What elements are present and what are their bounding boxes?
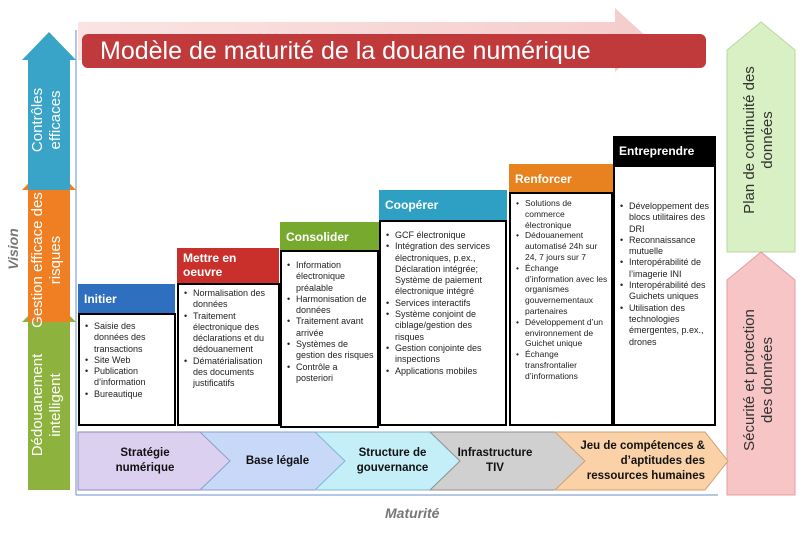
left-arrow-label-1: Dédouanement intelligent: [29, 353, 64, 457]
chevron-5: [553, 431, 729, 491]
list-item: Traitement avant arrivée: [286, 316, 374, 339]
list-item: Applications mobiles: [385, 366, 502, 378]
stage-header-entreprendre: Entreprendre: [613, 136, 716, 166]
left-arrow-label-2: Gestion efficace des risques: [29, 192, 64, 328]
foundation-competences: Jeu de compétences & d’aptitudes des res…: [580, 439, 705, 482]
list-item: Traitement électronique des déclarations…: [183, 311, 275, 356]
list-item: Dédouanement automatisé 24h sur 24, 7 jo…: [515, 230, 608, 262]
vision-label: Vision: [5, 228, 21, 270]
right-arrow-label-1: Plan de continuité des données: [741, 66, 776, 214]
right-arrow-label-2: Sécurité et protection des données: [741, 309, 776, 451]
list-item: Bureautique: [84, 389, 171, 401]
stage-header-renforcer: Renforcer: [509, 164, 613, 193]
right-arrow-pink: [726, 251, 796, 496]
left-arrow-orange: [22, 162, 76, 322]
left-arrow-green: [22, 295, 76, 490]
list-item: Système conjoint de ciblage/gestion des …: [385, 309, 502, 343]
title-banner: Modèle de maturité de la douane numériqu…: [82, 34, 706, 68]
maturity-label: Maturité: [385, 505, 440, 521]
list-item: Contrôle a posteriori: [286, 362, 374, 385]
list-item: Publication d’information: [84, 366, 171, 389]
list-item: Services interactifs: [385, 298, 502, 310]
stage-box-entreprendre: Développement des blocs utilitaires des …: [613, 165, 716, 426]
stage-header-initier: Initier: [78, 284, 175, 314]
list-item: Développement des blocs utilitaires des …: [619, 201, 711, 235]
title: Modèle de maturité de la douane numériqu…: [100, 37, 591, 65]
stage-box-cooperer: GCF électronique Intégration des service…: [379, 220, 507, 426]
left-arrow-label-3: Contrôles efficaces: [29, 87, 64, 153]
list-item: Solutions de commerce électronique: [515, 198, 608, 230]
list-item: Systèmes de gestion des risques: [286, 339, 374, 362]
list-item: Saisie des données des transactions: [84, 321, 171, 355]
list-item: GCF électronique: [385, 230, 502, 242]
stage-box-mettre-en-oeuvre: Normalisation des données Traitement éle…: [177, 283, 280, 426]
list-item: Reconnaissance mutuelle: [619, 235, 711, 258]
list-item: Développement d’un environnement de Guic…: [515, 317, 608, 349]
foundation-infrastructure: Infrastructure TIV: [457, 447, 533, 474]
list-item: Harmonisation de données: [286, 294, 374, 317]
list-item: Information électronique préalable: [286, 260, 374, 294]
foundation-gouvernance: Structure de gouvernance: [356, 447, 429, 474]
list-item: Échange d’information avec les organisme…: [515, 263, 608, 317]
right-arrow-green: [726, 21, 796, 253]
stage-box-initier: Saisie des données des transactions Site…: [78, 313, 176, 426]
list-item: Interopérabilité des Guichets uniques: [619, 280, 711, 303]
list-item: Site Web: [84, 355, 171, 367]
list-item: Utilisation des technologies émergentes,…: [619, 303, 711, 348]
foundation-strategie: Stratégie numérique: [115, 447, 175, 474]
list-item: Normalisation des données: [183, 288, 275, 311]
list-item: Intégration des services électroniques, …: [385, 241, 502, 297]
stage-header-consolider: Consolider: [280, 222, 379, 251]
stage-box-renforcer: Solutions de commerce électronique Dédou…: [509, 192, 613, 426]
foundation-base-legale: Base légale: [245, 454, 310, 467]
stage-header-cooperer: Coopérer: [379, 190, 507, 221]
list-item: Gestion conjointe des inspections: [385, 343, 502, 366]
stage-header-mettre-en-oeuvre: Mettre en oeuvre: [177, 248, 279, 284]
stage-box-consolider: Information électronique préalable Harmo…: [280, 250, 379, 428]
list-item: Dématérialisation des documents justific…: [183, 356, 275, 390]
left-arrow-blue: [22, 32, 76, 190]
list-item: Échange transfrontalier d’informations: [515, 349, 608, 381]
list-item: Interopérabilité de l’imagerie INI: [619, 257, 711, 280]
